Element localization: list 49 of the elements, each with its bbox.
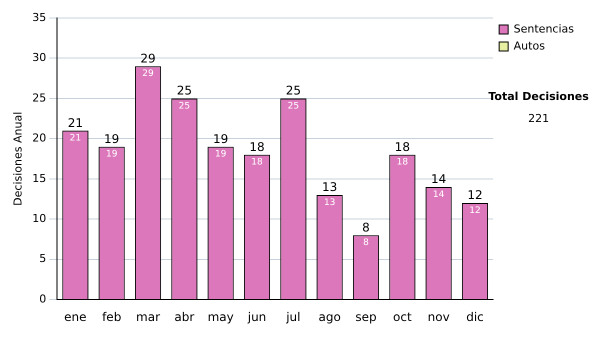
y-tick-label: 15 bbox=[32, 172, 46, 185]
total-label: 19 bbox=[213, 132, 228, 146]
annotation: Total Decisiones bbox=[488, 90, 590, 103]
y-tick-label: 35 bbox=[32, 10, 46, 24]
y-axis-title: Decisiones Anual bbox=[11, 112, 24, 206]
y-tick-label: 25 bbox=[32, 91, 46, 104]
total-label: 13 bbox=[322, 180, 338, 194]
y-tick-label: 5 bbox=[39, 252, 46, 266]
x-tick-label: nov bbox=[428, 310, 450, 324]
y-tick-label: 0 bbox=[39, 292, 46, 306]
legend-label: Sentencias bbox=[514, 22, 574, 36]
data-label: 12 bbox=[469, 206, 481, 216]
total-label: 12 bbox=[467, 188, 483, 202]
data-label: 14 bbox=[432, 190, 445, 200]
total-label: 14 bbox=[431, 172, 446, 186]
data-label: 29 bbox=[142, 69, 154, 80]
total-label: 29 bbox=[140, 51, 156, 66]
y-tick-label: 30 bbox=[32, 51, 46, 64]
total-label: 18 bbox=[394, 140, 410, 154]
text: 221 bbox=[528, 112, 550, 125]
data-label: 19 bbox=[214, 150, 227, 160]
total-label: 18 bbox=[249, 140, 265, 154]
x-tick-label: may bbox=[208, 310, 234, 324]
x-tick-label: abr bbox=[174, 310, 194, 324]
total-label: 21 bbox=[68, 116, 83, 130]
total-label: 19 bbox=[104, 132, 120, 146]
data-label: 8 bbox=[363, 238, 370, 248]
data-label: 13 bbox=[324, 198, 336, 208]
data-label: 19 bbox=[106, 150, 118, 160]
x-tick-label: sep bbox=[355, 310, 377, 324]
x-tick-label: dic bbox=[466, 310, 484, 324]
x-tick-label: mar bbox=[136, 310, 160, 324]
total-label: 8 bbox=[362, 220, 370, 234]
data-label: 25 bbox=[178, 101, 190, 112]
total-label: 25 bbox=[286, 84, 301, 98]
x-tick-label: ago bbox=[318, 310, 341, 324]
total-label: 25 bbox=[176, 84, 192, 98]
data-label: 25 bbox=[288, 101, 300, 112]
x-tick-label: jun bbox=[246, 310, 266, 324]
y-tick-label: 20 bbox=[32, 132, 46, 145]
data-label: 21 bbox=[70, 133, 82, 144]
y-tick-label: 10 bbox=[32, 212, 46, 225]
legend-label: Autos bbox=[514, 39, 546, 52]
x-tick-label: oct bbox=[393, 310, 412, 324]
x-tick-label: ene bbox=[64, 310, 87, 324]
x-tick-label: jul bbox=[285, 310, 300, 324]
data-label: 18 bbox=[396, 158, 408, 168]
x-tick-label: feb bbox=[102, 310, 122, 324]
data-label: 18 bbox=[251, 158, 264, 168]
